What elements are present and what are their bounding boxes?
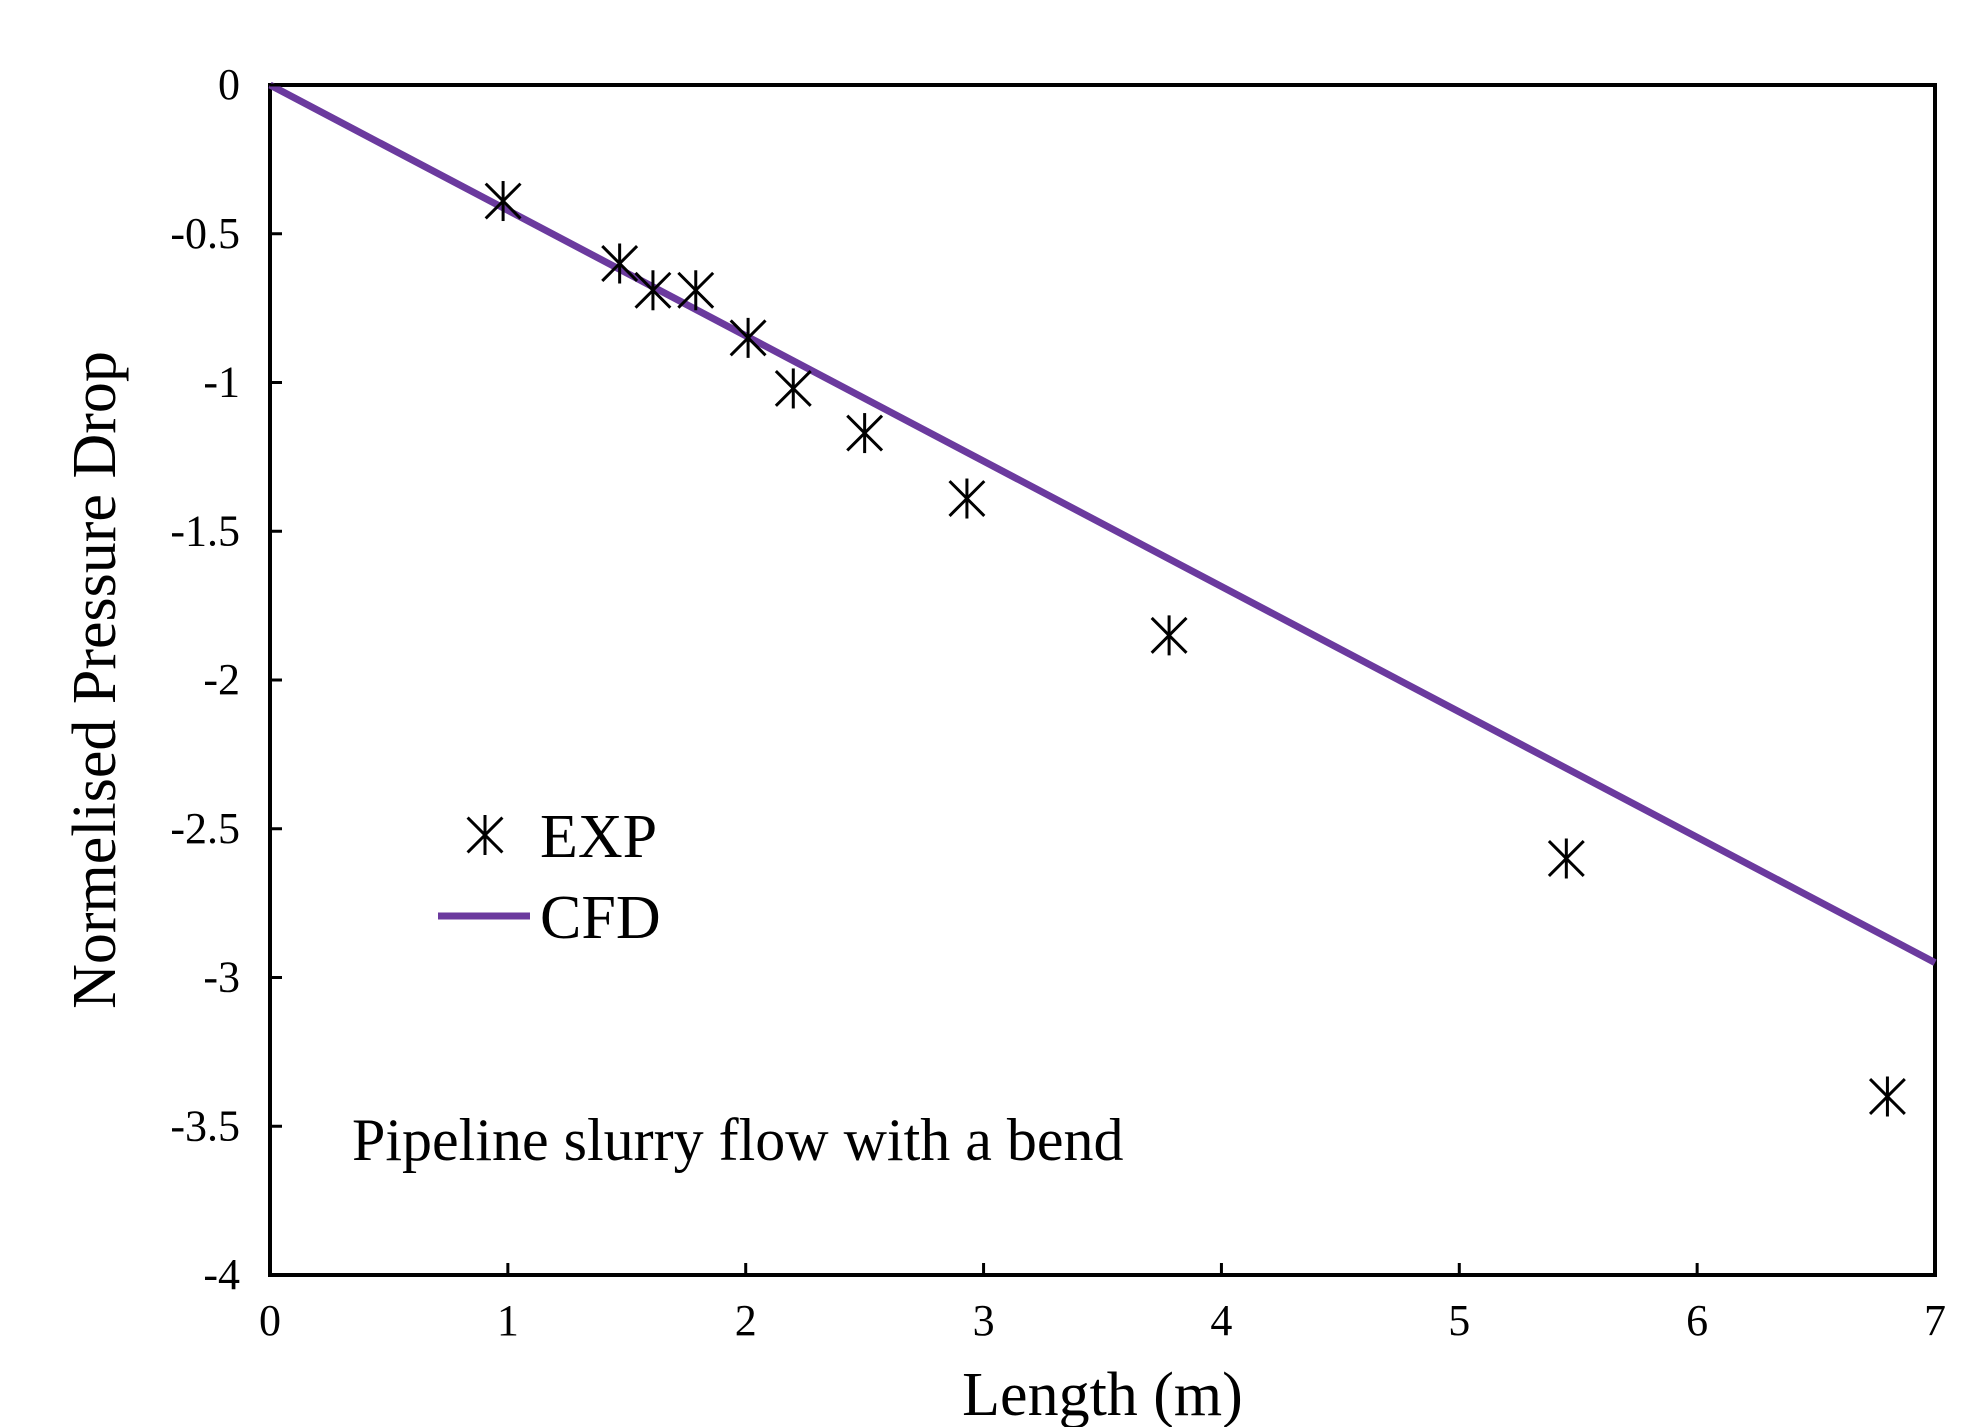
exp-point [729,317,767,358]
y-tick-label: -4 [203,1250,240,1299]
y-tick-label: -1.5 [170,506,240,555]
cfd-series [268,81,1937,966]
annotation: Pipeline slurry flow with a bend [352,1107,1124,1173]
x-tick-label: 2 [735,1296,757,1345]
y-tick-label: -2.5 [170,804,240,853]
y-tick-label: -3.5 [170,1101,240,1150]
exp-point [948,478,986,519]
y-axis: 0 -0.5 -1 -1.5 -2 -2.5 -3 -3.5 -4 [170,60,282,1299]
exp-point [774,368,812,409]
x-axis: 0 1 2 3 4 5 6 7 [259,1263,1946,1345]
y-tick-label: 0 [218,60,240,109]
cfd-line [268,81,1937,966]
y-tick-label: -2 [203,655,240,704]
x-tick-label: 1 [497,1296,519,1345]
exp-series [484,181,1906,1117]
legend-exp-asterisk [466,815,504,855]
exp-point [484,181,522,222]
y-axis-title: Normelised Pressure Drop [61,351,129,1009]
x-tick-label: 5 [1448,1296,1470,1345]
legend: EXP CFD [438,803,661,952]
legend-cfd-label: CFD [540,884,661,952]
legend-exp-marker [466,815,504,855]
exp-point [1150,615,1188,656]
x-tick-label: 3 [973,1296,995,1345]
exp-point [1547,838,1585,879]
x-tick-label: 6 [1686,1296,1708,1345]
exp-point [846,413,884,454]
plot-frame [268,83,1937,1277]
x-tick-label: 4 [1210,1296,1232,1345]
x-tick-label: 0 [259,1296,281,1345]
plot-area [268,83,1937,1277]
exp-point [677,270,715,311]
exp-point [634,270,672,311]
y-tick-label: -1 [203,358,240,407]
legend-exp-label: EXP [540,803,657,871]
exp-point [1868,1076,1906,1117]
x-axis-title: Length (m) [962,1361,1243,1427]
y-tick-label: -0.5 [170,209,240,258]
y-tick-label: -3 [203,953,240,1002]
x-tick-label: 7 [1924,1296,1946,1345]
exp-point [601,243,639,284]
